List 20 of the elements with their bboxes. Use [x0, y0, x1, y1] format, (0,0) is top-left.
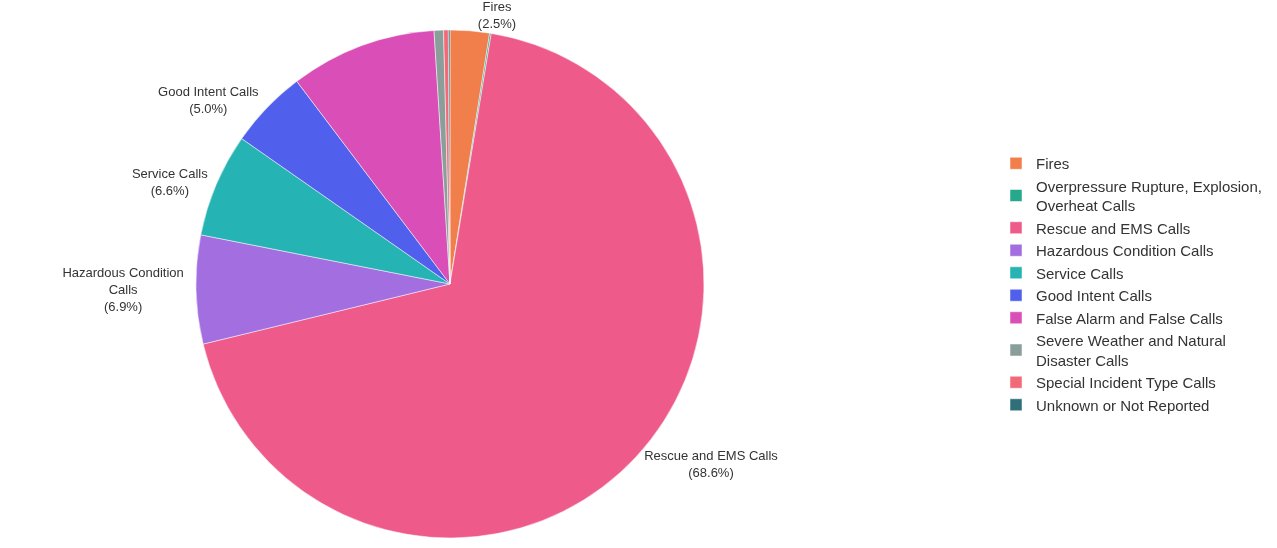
- legend-label: Overpressure Rupture, Explosion, Overheat Calls: [1036, 177, 1262, 215]
- legend-label: Unknown or Not Reported: [1036, 396, 1210, 414]
- data-label: (2.5%): [477, 15, 517, 31]
- legend-label: Good Intent Calls: [1036, 287, 1152, 305]
- slice-label: Good Intent Calls: [158, 84, 260, 100]
- legend-label: Fires: [1036, 155, 1070, 173]
- legend-label: Severe Weather and Natural Disaster Calls: [1036, 332, 1226, 369]
- legend-label: Rescue and EMS Calls: [1036, 219, 1191, 237]
- legend-label: Special Incident Type Calls: [1036, 374, 1216, 392]
- data-label: (6.6%): [150, 183, 189, 199]
- legend-label: Hazardous Condition Calls: [1036, 242, 1214, 260]
- legend-label: False Alarm and False Calls: [1036, 309, 1223, 327]
- data-label: (68.6%): [688, 465, 734, 481]
- slice-label: Hazardous Condition Calls: [62, 265, 184, 298]
- slice-label: Fires: [482, 0, 512, 14]
- data-label: (5.0%): [189, 101, 228, 117]
- legend-label: Service Calls: [1036, 264, 1124, 282]
- slice-label: Service Calls: [131, 166, 209, 182]
- slice-label: Rescue and EMS Calls: [644, 448, 779, 464]
- data-label: (6.9%): [103, 299, 143, 314]
